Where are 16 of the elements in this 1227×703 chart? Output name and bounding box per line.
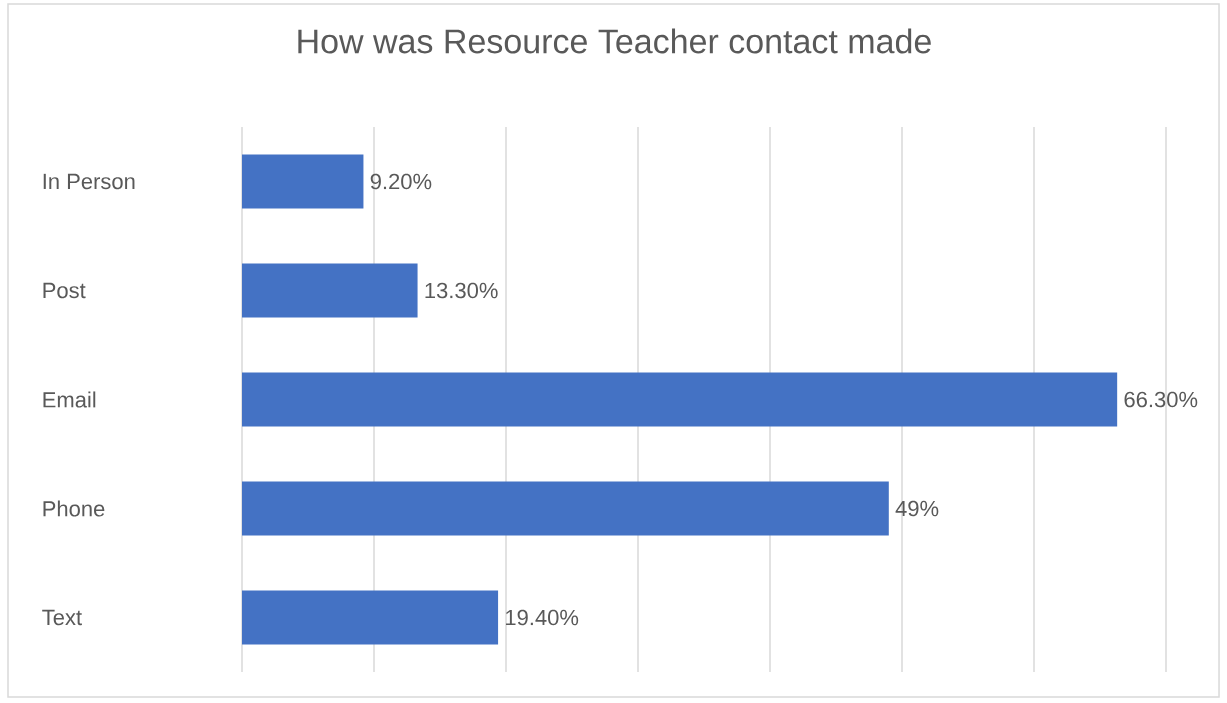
y-tick-label: In Person [43,173,135,190]
y-tick-label: Post [43,282,86,299]
bar [242,263,418,318]
bar [242,372,1118,427]
data-label: 49% [895,500,939,517]
y-tick-label: Email [43,391,96,408]
y-tick-label: Text [42,609,82,626]
data-label: 66.30% [1124,391,1198,408]
data-label: 9.20% [370,173,432,190]
data-label: 19.40% [506,609,579,626]
bar [242,590,499,645]
bar [242,154,364,209]
chart-title: How was Resource Teacher contact made [298,28,931,54]
bar [242,481,889,536]
data-label: 13.30% [425,282,498,299]
y-tick-label: Phone [43,500,105,517]
